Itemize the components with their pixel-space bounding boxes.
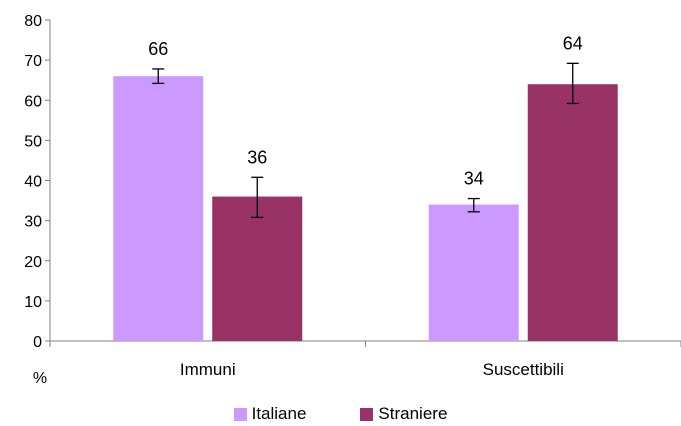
x-category-label: Suscettibili	[483, 360, 564, 379]
data-label: 36	[247, 147, 267, 167]
data-label: 34	[464, 169, 484, 189]
y-tick-label: 40	[24, 174, 42, 191]
chart-legend: Italiane Straniere	[0, 402, 681, 426]
y-tick-label: 30	[24, 214, 42, 231]
bar	[113, 76, 204, 342]
bar-chart: 0 10 20 30 40 50 60 70 80 66 36 Immuni 34 64 Suscetti…	[24, 13, 681, 387]
y-tick-label: 20	[24, 254, 42, 271]
data-label: 66	[148, 39, 168, 59]
y-tick-label: 70	[24, 53, 42, 70]
legend-item: Italiane	[233, 404, 307, 424]
bar	[428, 204, 519, 341]
legend-swatch	[360, 407, 374, 421]
bar	[527, 84, 618, 341]
chart-labels: 66 36 Immuni 34 64 Suscettibili	[148, 33, 583, 379]
y-tick-label: 50	[24, 133, 42, 150]
legend-item: Straniere	[360, 404, 447, 424]
y-tick-label: 10	[24, 294, 42, 311]
y-axis-unit-label: %	[33, 370, 47, 387]
x-category-label: Immuni	[180, 360, 236, 379]
data-label: 64	[563, 33, 583, 53]
y-tick-label: 60	[24, 93, 42, 110]
legend-label: Straniere	[378, 404, 448, 423]
legend-swatch	[233, 407, 247, 421]
y-tick-label: 0	[33, 334, 42, 351]
bar	[212, 196, 303, 341]
legend-label: Italiane	[251, 404, 307, 423]
y-tick-label: 80	[24, 13, 42, 30]
chart-bars	[113, 62, 618, 342]
